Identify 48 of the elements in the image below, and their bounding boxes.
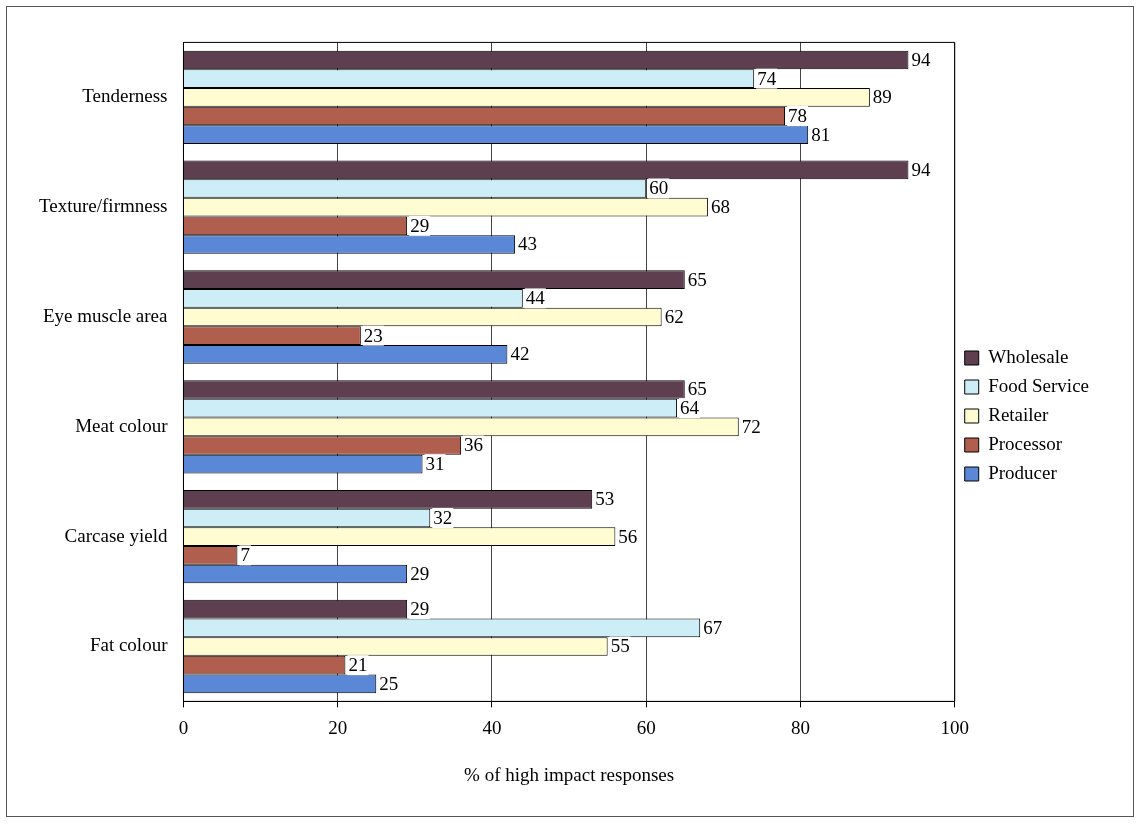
data-label: 64 [680, 397, 700, 419]
data-label: 7 [240, 544, 250, 566]
data-label: 62 [664, 305, 684, 327]
x-tick-label: 0 [178, 716, 189, 738]
data-label: 55 [610, 635, 630, 657]
x-tick-label: 60 [636, 716, 656, 738]
y-tick-label: Fat colour [89, 634, 169, 656]
data-label: 44 [525, 287, 546, 309]
x-tick-label: 100 [940, 716, 969, 738]
x-axis-title: % of high impact responses [464, 763, 675, 785]
y-tick-label: Texture/firmness [38, 195, 168, 217]
y-tick-label: Carcase yield [64, 524, 168, 546]
data-label: 25 [379, 672, 399, 694]
data-label: 89 [872, 86, 892, 108]
data-label: 21 [348, 654, 368, 676]
data-label: 65 [687, 268, 707, 290]
data-label: 81 [811, 123, 831, 145]
data-label: 68 [710, 196, 730, 218]
data-label: 32 [433, 506, 453, 528]
data-label: 31 [425, 453, 445, 475]
data-label: 65 [687, 378, 707, 400]
legend-label: Processor [988, 432, 1063, 454]
data-label: 53 [595, 488, 615, 510]
x-tick-label: 40 [482, 716, 502, 738]
data-label: 23 [363, 324, 383, 346]
data-label: 29 [410, 214, 430, 236]
data-label: 94 [911, 158, 931, 180]
y-tick-label: Meat colour [75, 414, 169, 436]
x-tick-label: 20 [328, 716, 348, 738]
data-label: 78 [788, 104, 808, 126]
data-label: 29 [410, 562, 430, 584]
data-label: 56 [618, 525, 638, 547]
legend-label: Retailer [988, 403, 1050, 425]
y-tick-label: Eye muscle area [42, 304, 169, 326]
x-tick-label: 80 [790, 716, 810, 738]
data-label: 36 [464, 434, 484, 456]
data-label: 72 [741, 415, 761, 437]
data-label: 42 [510, 343, 530, 365]
legend-label: Food Service [988, 374, 1090, 396]
y-tick-label: Tenderness [82, 85, 168, 107]
data-label: 60 [649, 177, 669, 199]
legend-label: Wholesale [988, 345, 1069, 367]
data-label: 67 [703, 616, 723, 638]
data-label: 43 [518, 233, 538, 255]
legend-label: Producer [988, 461, 1058, 483]
data-label: 94 [911, 48, 931, 70]
data-label: 74 [757, 67, 777, 89]
data-label: 29 [410, 598, 430, 620]
